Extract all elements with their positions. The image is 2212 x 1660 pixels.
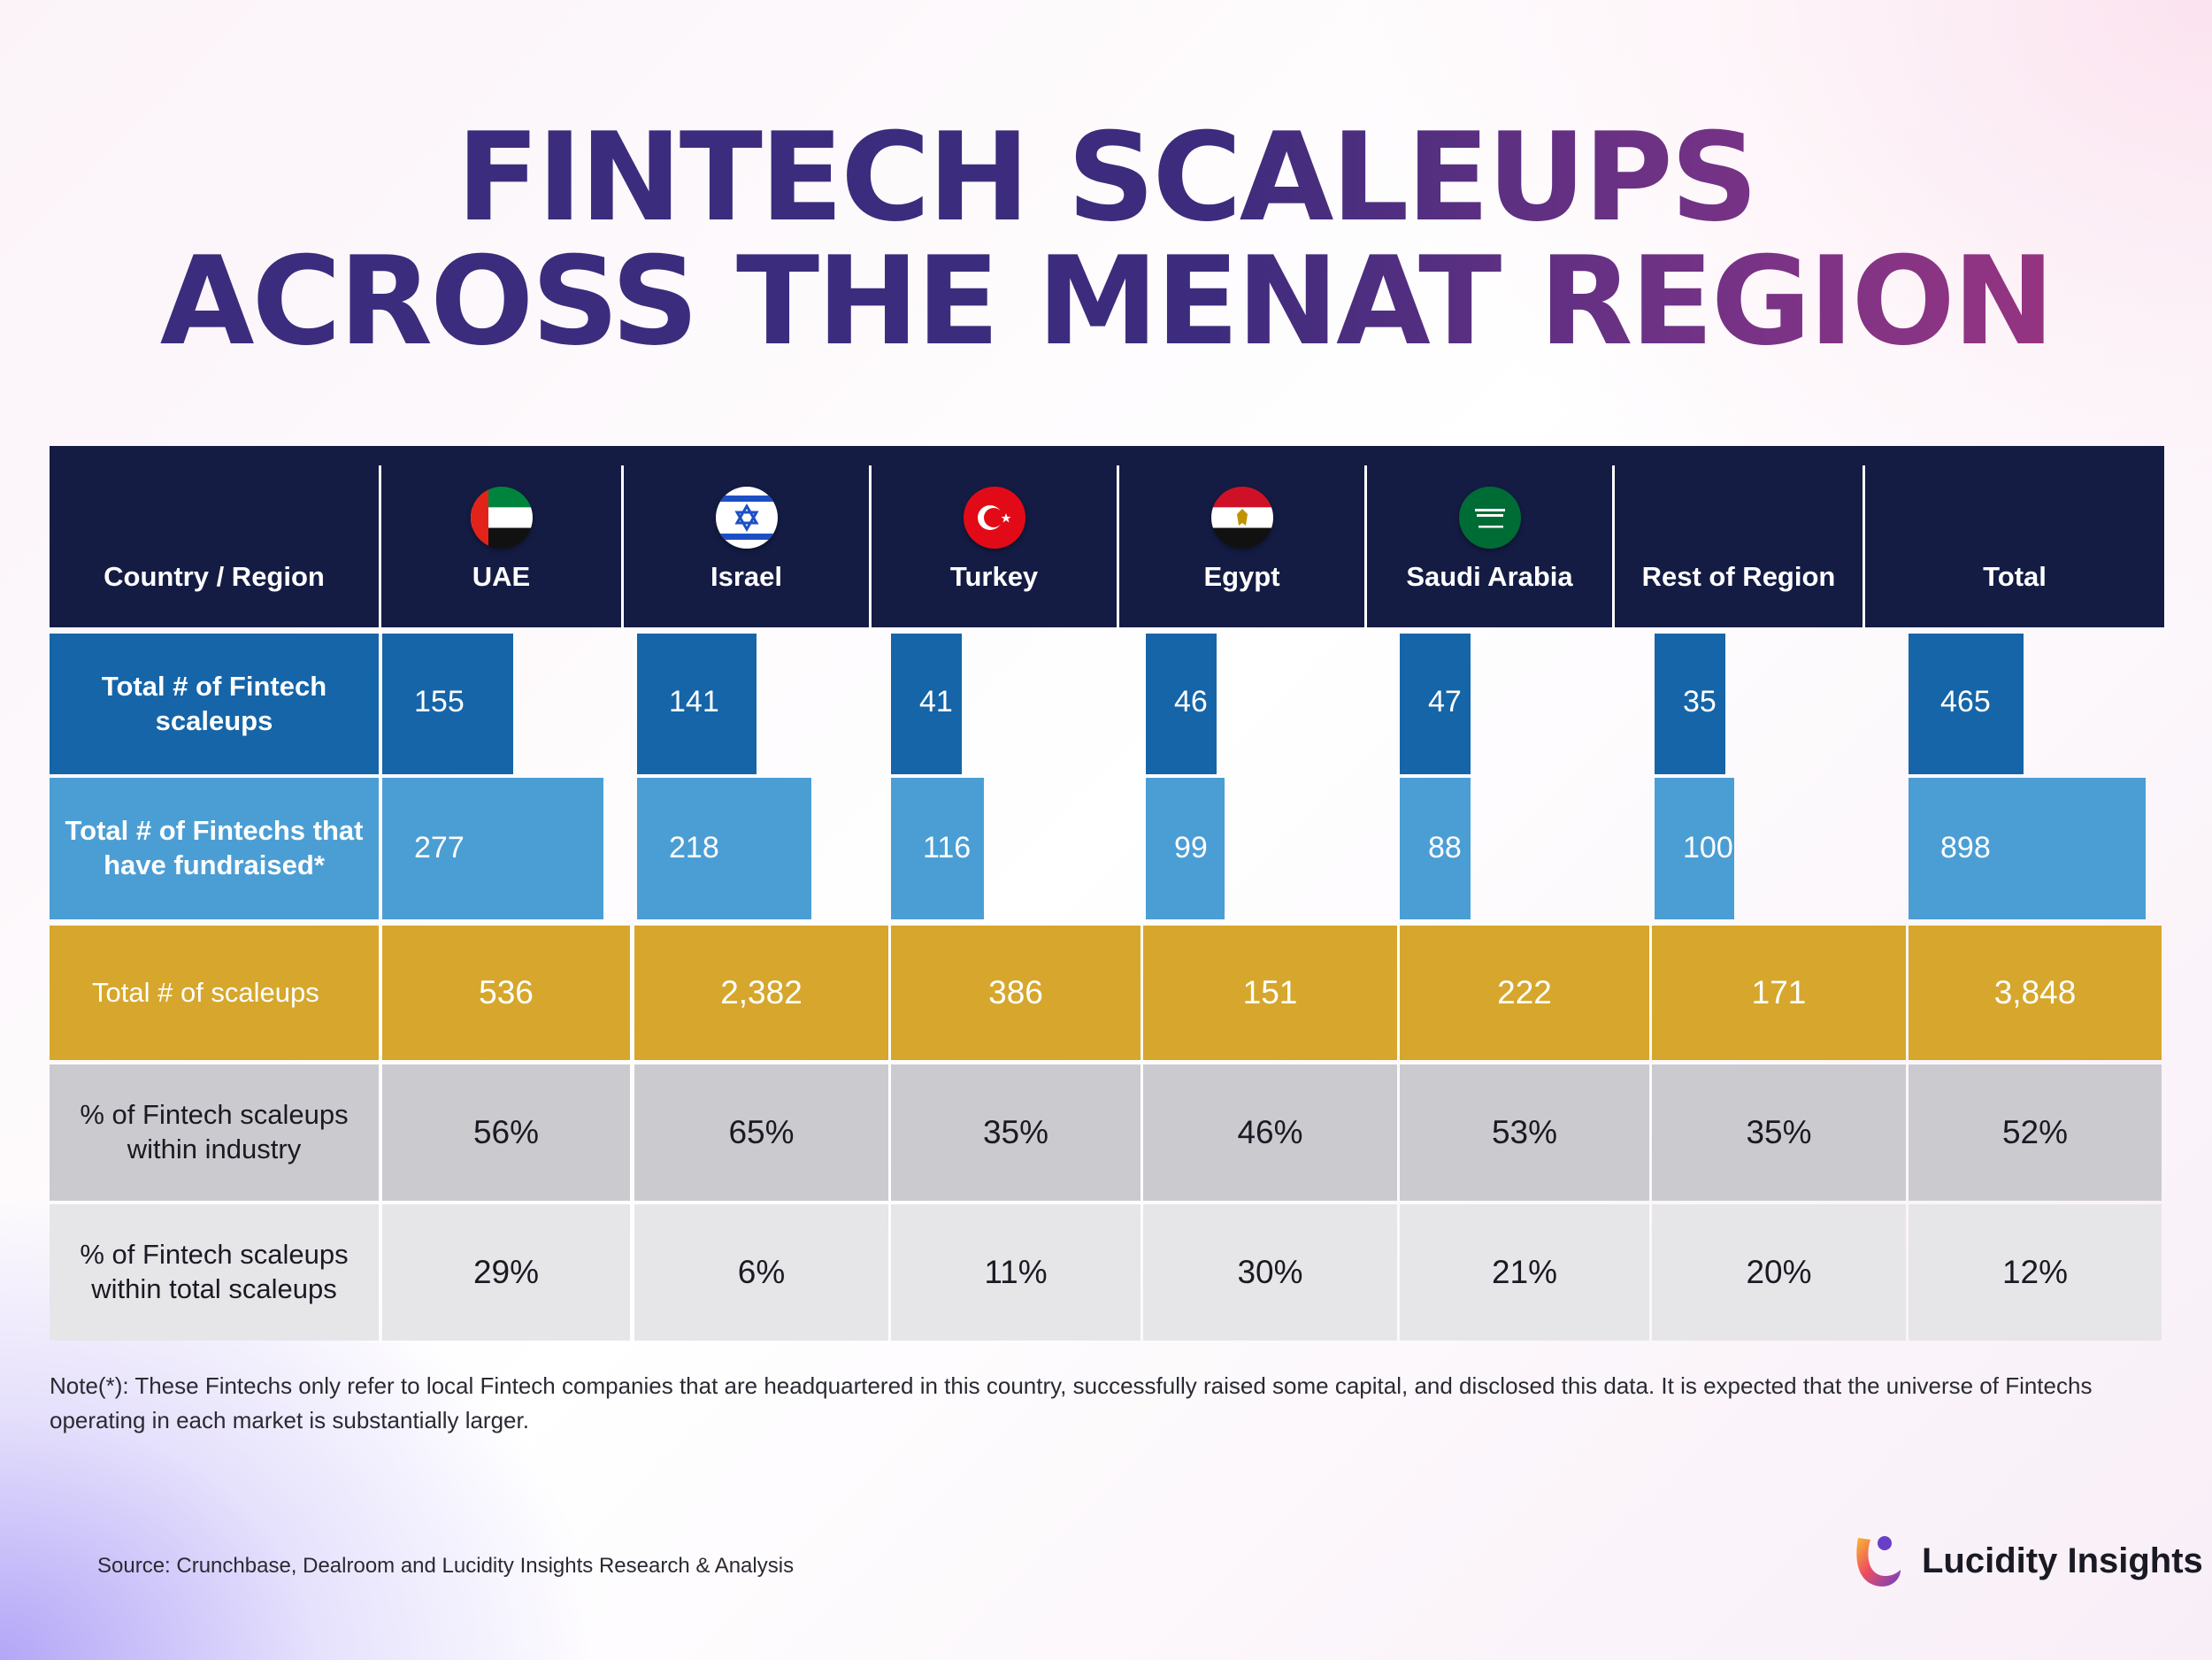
bar-fintech-scaleups-4: 47 [1400, 634, 1471, 774]
bar-value-label: 100 [1683, 831, 1733, 865]
header-country-region-label: Country / Region [104, 561, 325, 592]
cell-r3-c0: 56% [382, 1064, 630, 1201]
row-label-1: Total # of Fintechs that have fundraised… [50, 778, 379, 919]
egypt-flag-icon [1210, 487, 1273, 549]
row-label-3: % of Fintech scaleups within industry [50, 1064, 379, 1201]
header-col-label: Total [1983, 561, 2047, 592]
header-col-israel: Israel [624, 446, 869, 627]
bar-fundraised-6: 898 [1909, 778, 2146, 919]
bar-fintech-scaleups-1: 141 [637, 634, 757, 774]
row-label-2: Total # of scaleups [50, 926, 379, 1060]
header-divider [1863, 465, 1865, 627]
bar-value-label: 41 [919, 685, 953, 719]
cell-r3-c6: 52% [1909, 1064, 2162, 1201]
page-title-line-1: FINTECH SCALEUPS [0, 117, 2212, 239]
cell-r2-c5: 171 [1652, 926, 1906, 1060]
bar-fintech-scaleups-2: 41 [891, 634, 962, 774]
cell-r3-c4: 53% [1400, 1064, 1649, 1201]
uae-flag-icon [470, 487, 533, 549]
bar-fintech-scaleups-3: 46 [1146, 634, 1217, 774]
bar-value-label: 898 [1940, 831, 1991, 865]
bar-value-label: 277 [414, 831, 465, 865]
row-label-0: Total # of Fintech scaleups [50, 634, 379, 774]
bar-value-label: 116 [923, 831, 972, 865]
bar-fundraised-2: 116 [891, 778, 984, 919]
cell-r2-c1: 2,382 [634, 926, 888, 1060]
cell-r2-c4: 222 [1400, 926, 1649, 1060]
source-text: Source: Crunchbase, Dealroom and Lucidit… [97, 1554, 795, 1578]
bar-fundraised-3: 99 [1146, 778, 1225, 919]
header-col-label: Saudi Arabia [1406, 561, 1573, 592]
bar-value-label: 155 [414, 685, 465, 719]
bar-value-label: 88 [1428, 831, 1462, 865]
header-divider [1117, 465, 1119, 627]
header-col-label: Turkey [949, 561, 1039, 592]
header-country-region: Country / Region [50, 446, 379, 627]
bar-fundraised-0: 277 [382, 778, 603, 919]
cell-r3-c3: 46% [1143, 1064, 1397, 1201]
brand-name: Lucidity Insights [1922, 1541, 2203, 1580]
row-label-4: % of Fintech scaleups within total scale… [50, 1204, 379, 1341]
header-divider [1364, 465, 1367, 627]
bar-fintech-scaleups-5: 35 [1655, 634, 1725, 774]
turkey-flag-icon [963, 487, 1025, 549]
bar-fundraised-5: 100 [1655, 778, 1734, 919]
israel-flag-icon [715, 487, 778, 549]
cell-r3-c1: 65% [634, 1064, 888, 1201]
cell-r2-c6: 3,848 [1909, 926, 2162, 1060]
brand: Lucidity Insights [1849, 1531, 2203, 1591]
cell-r4-c1: 6% [634, 1204, 888, 1341]
bar-value-label: 465 [1940, 685, 1991, 719]
cell-r4-c4: 21% [1400, 1204, 1649, 1341]
header-divider [379, 465, 381, 627]
bar-value-label: 35 [1683, 685, 1717, 719]
bar-value-label: 47 [1428, 685, 1462, 719]
header-divider [869, 465, 872, 627]
cell-r4-c0: 29% [382, 1204, 630, 1341]
cell-r2-c3: 151 [1143, 926, 1397, 1060]
cell-r4-c6: 12% [1909, 1204, 2162, 1341]
cell-r4-c3: 30% [1143, 1204, 1397, 1341]
header-col-turkey: Turkey [872, 446, 1117, 627]
header-divider [1612, 465, 1615, 627]
header-col-total: Total [1865, 446, 2164, 627]
header-col-rest-of-region: Rest of Region [1615, 446, 1863, 627]
bar-fintech-scaleups-6: 465 [1909, 634, 2024, 774]
bar-value-label: 141 [669, 685, 719, 719]
header-col-saudi-arabia: Saudi Arabia [1367, 446, 1612, 627]
header-col-label: Egypt [1203, 561, 1280, 592]
footnote: Note(*): These Fintechs only refer to lo… [50, 1372, 2093, 1433]
header-col-egypt: Egypt [1119, 446, 1364, 627]
cell-r4-c2: 11% [891, 1204, 1141, 1341]
header-col-uae: UAE [381, 446, 621, 627]
bar-fundraised-1: 218 [637, 778, 811, 919]
bar-fintech-scaleups-0: 155 [382, 634, 513, 774]
header-col-label: Rest of Region [1641, 561, 1836, 592]
cell-r3-c5: 35% [1652, 1064, 1906, 1201]
page-title-line-2: ACROSS THE MENAT REGION [0, 241, 2212, 363]
header-col-label: UAE [472, 561, 531, 592]
header-divider [621, 465, 624, 627]
table-header [50, 446, 2164, 627]
bar-value-label: 99 [1174, 831, 1208, 865]
cell-r2-c2: 386 [891, 926, 1141, 1060]
cell-r2-c0: 536 [382, 926, 630, 1060]
bar-value-label: 46 [1174, 685, 1208, 719]
cell-r4-c5: 20% [1652, 1204, 1906, 1341]
header-col-label: Israel [710, 561, 782, 592]
cell-r3-c2: 35% [891, 1064, 1141, 1201]
bar-fundraised-4: 88 [1400, 778, 1471, 919]
saudi-arabia-flag-icon [1458, 487, 1521, 549]
fintech-scaleups-table: Country / Region UAE Israel Turkey Egypt Saud… [50, 446, 2164, 1344]
bar-value-label: 218 [669, 831, 719, 865]
lucidity-logo-icon [1856, 1536, 1901, 1587]
